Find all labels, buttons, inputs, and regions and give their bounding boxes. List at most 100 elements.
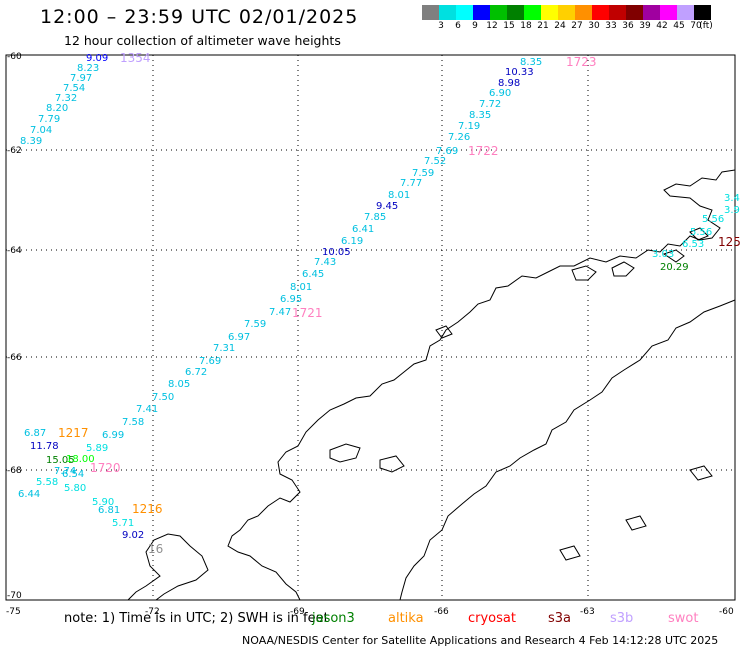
island-1 <box>329 443 361 463</box>
pass-16-track: 16 <box>148 542 163 556</box>
color-scale-tick: 33 <box>605 21 617 31</box>
color-scale-tick: 24 <box>554 21 566 31</box>
longitude-label: -69 <box>290 607 305 617</box>
legend-cryosat: cryosat <box>468 611 516 626</box>
page-title: 12:00 – 23:59 UTC 02/01/2025 <box>40 6 359 28</box>
wave-height-value: 20.29 <box>660 262 689 273</box>
legend-altika: altika <box>388 611 424 626</box>
wave-height-value: 7.32 <box>55 93 77 104</box>
wave-height-value: 8.35 <box>469 110 491 121</box>
wave-height-value: 7.85 <box>364 212 386 223</box>
color-scale-tick: 15 <box>503 21 515 31</box>
wave-height-value: 7.41 <box>136 404 158 415</box>
wave-height-value: 8.35 <box>520 57 542 68</box>
wave-height-value: 7.59 <box>244 319 266 330</box>
island-8 <box>625 515 647 531</box>
color-swatch <box>524 5 541 20</box>
wave-height-value: 7.59 <box>412 168 434 179</box>
pass-1354-track: 9.098.237.977.547.328.207.797.048.39 1354 <box>20 51 151 147</box>
footnote: note: 1) Time is in UTC; 2) SWH is in fe… <box>64 611 329 626</box>
wave-height-value: 18.00 <box>66 454 95 465</box>
wave-height-value: 6.81 <box>98 505 120 516</box>
color-scale-tick: 6 <box>455 21 461 31</box>
pass-number-label: 1216 <box>132 502 163 516</box>
color-scale-tick: 30 <box>588 21 600 31</box>
map-frame <box>5 54 736 601</box>
pass-number-label: 1354 <box>120 51 151 65</box>
wave-height-value: 6.90 <box>489 88 511 99</box>
island-7 <box>435 325 453 339</box>
color-swatch <box>473 5 490 20</box>
color-scale-tick: 36 <box>622 21 634 31</box>
color-swatch <box>660 5 677 20</box>
latitude-label: -66 <box>7 353 22 363</box>
longitude-label: -63 <box>580 607 595 617</box>
graticule: -60 -62 -64 -66 -68 -70 -75 -72 -69 -66 -63 -60 <box>6 52 735 617</box>
pass-1723-track: 8.3510.338.986.907.728.357.197.267.69172… <box>436 55 597 157</box>
wave-height-value: 15.05 <box>46 455 75 466</box>
wave-height-value: 11.78 <box>30 441 59 452</box>
wave-height-value: 7.72 <box>479 99 501 110</box>
wave-height-value: 3.03 <box>652 249 674 260</box>
island-6 <box>689 227 709 241</box>
wave-height-value: 9.02 <box>122 530 144 541</box>
wave-height-value: 5.58 <box>36 477 58 488</box>
color-swatch <box>507 5 524 20</box>
wave-height-value: 6.44 <box>18 489 40 500</box>
wave-height-value: 8.98 <box>498 78 520 89</box>
peninsula-coast <box>227 169 736 601</box>
longitude-label: -75 <box>6 607 21 617</box>
color-swatch <box>626 5 643 20</box>
wave-height-value: 8.01 <box>388 190 410 201</box>
wave-height-value: 5.56 <box>690 227 712 238</box>
wave-height-value: 8.20 <box>46 103 68 114</box>
coastline <box>127 169 736 601</box>
wave-height-value: 8.05 <box>168 379 190 390</box>
island-9 <box>559 545 581 561</box>
wave-height-value: 6.72 <box>185 367 207 378</box>
color-swatch <box>422 5 439 20</box>
island-4 <box>611 261 635 277</box>
wave-height-value: 5.56 <box>702 214 724 225</box>
wave-height-value: 10.33 <box>505 67 534 78</box>
wave-height-value: 6.97 <box>228 332 250 343</box>
color-scale-tick: 9 <box>472 21 478 31</box>
wave-height-value: 3.49 <box>724 193 740 204</box>
wave-height-value: 8.23 <box>77 63 99 74</box>
color-swatch <box>558 5 575 20</box>
pass-1216-track: 5.906.81 5.719.02 1216 <box>92 497 163 541</box>
wave-height-value: 6.87 <box>24 428 46 439</box>
pass-number-label: 1720 <box>90 461 121 475</box>
wave-height-value: 7.43 <box>314 257 336 268</box>
wave-height-value: 3.92 <box>724 205 740 216</box>
longitude-label: -72 <box>145 607 160 617</box>
color-scale-unit: (ft) <box>699 21 713 31</box>
color-swatch <box>643 5 660 20</box>
legend-s3a: s3a <box>548 611 572 626</box>
wave-height-value: 7.69 <box>436 146 458 157</box>
wave-height-value: 9.45 <box>376 201 398 212</box>
color-swatch <box>592 5 609 20</box>
color-scale-tick: 3 <box>438 21 444 31</box>
pass-number-label: 125 <box>718 235 740 249</box>
wave-height-value: 6.99 <box>102 430 124 441</box>
wave-height-value: 9.09 <box>86 53 108 64</box>
color-scale-ticks: 3 6 9 12 15 18 21 24 27 30 33 36 39 42 45 70 (ft) <box>422 21 740 35</box>
island-3 <box>571 265 597 281</box>
color-scale-tick: 45 <box>673 21 685 31</box>
pass-number-label: 1217 <box>58 426 89 440</box>
wave-height-value: 6.54 <box>62 469 84 480</box>
latitude-label: -68 <box>7 466 22 476</box>
wave-height-value: 7.26 <box>448 132 470 143</box>
wave-height-value: 6.45 <box>302 269 324 280</box>
color-scale-tick: 70 <box>690 21 702 31</box>
wave-height-value: 6.53 <box>682 239 704 250</box>
wave-height-value: 7.52 <box>424 156 446 167</box>
legend-swot: swot <box>668 611 699 626</box>
legend-jason3: jason3 <box>312 611 355 626</box>
color-swatch <box>490 5 507 20</box>
wave-height-value: 7.74 <box>54 466 76 477</box>
